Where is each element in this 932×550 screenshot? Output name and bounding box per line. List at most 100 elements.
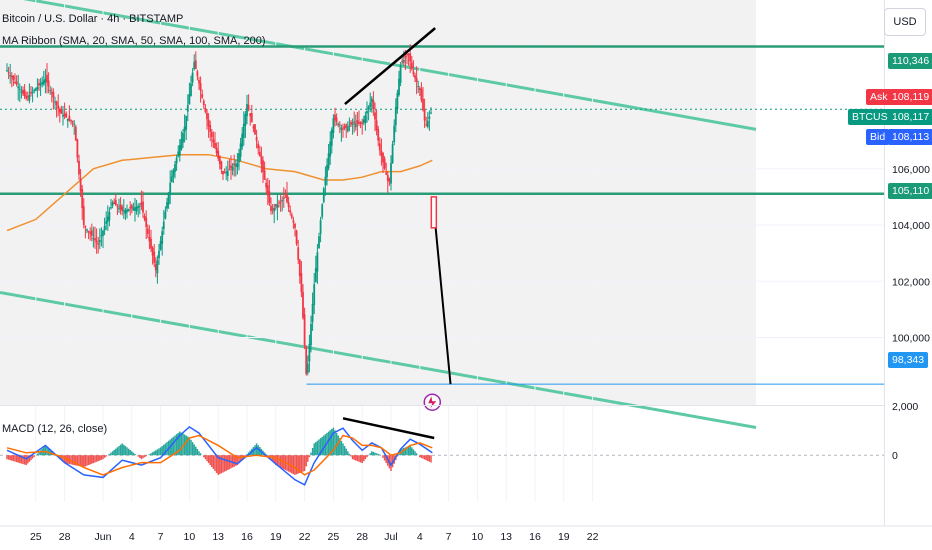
candle-down — [268, 191, 271, 204]
candle-up — [390, 163, 392, 184]
candle-down — [262, 160, 264, 172]
candle-down — [406, 54, 408, 56]
time-tick-label: 13 — [212, 531, 224, 543]
candle-down — [210, 132, 213, 138]
lightning-bolt-icon — [428, 396, 437, 409]
candle-down — [63, 113, 66, 117]
price-axis-border — [884, 0, 885, 526]
candle-down — [214, 142, 216, 148]
ma-ribbon-legend[interactable]: MA Ribbon (SMA, 20, SMA, 50, SMA, 100, S… — [2, 35, 266, 47]
time-tick-label: 28 — [59, 531, 71, 543]
candle-down — [249, 113, 252, 117]
candle-up — [110, 207, 112, 209]
macd-legend[interactable]: MACD (12, 26, close) — [2, 423, 108, 435]
candle-up — [18, 89, 21, 91]
time-tick-label: 28 — [356, 531, 368, 543]
candle-up — [161, 231, 164, 244]
candle-up — [369, 102, 372, 107]
candle-down — [377, 129, 380, 141]
last-price-tag: 108,117 — [888, 109, 932, 125]
candle-up — [106, 216, 109, 222]
currency-button[interactable]: USD — [884, 8, 926, 36]
candle-up — [193, 61, 196, 69]
candle-down — [201, 94, 204, 98]
time-tick-label: Jul — [384, 531, 397, 543]
candle-up — [180, 139, 183, 150]
pane-separator[interactable] — [0, 405, 884, 406]
candle-down — [300, 273, 303, 293]
candle-down — [196, 71, 199, 77]
candle-up — [62, 115, 64, 117]
candle-down — [372, 100, 375, 109]
candle-down — [375, 120, 378, 131]
candle-up — [324, 176, 327, 186]
candle-up — [244, 113, 247, 126]
candle-up — [6, 70, 8, 72]
time-tick-label: 4 — [129, 531, 135, 543]
candle-down — [97, 243, 100, 245]
candle-down — [26, 96, 29, 98]
candle-down — [303, 314, 306, 346]
candle-up — [310, 323, 312, 346]
candle-down — [154, 264, 157, 270]
candle-down — [206, 112, 208, 120]
candle-up — [174, 164, 176, 172]
candle-down — [94, 238, 96, 241]
candle-up — [319, 220, 322, 234]
candle-up — [135, 206, 138, 212]
candle-up — [185, 115, 188, 130]
candle-down — [90, 230, 93, 236]
time-tick-label: Jun — [95, 531, 112, 543]
candle-up — [396, 92, 399, 110]
candle-up — [364, 115, 367, 123]
candle-down — [55, 101, 58, 105]
candle-down — [222, 170, 224, 175]
candle-up — [17, 86, 20, 89]
time-tick-label: 25 — [328, 531, 340, 543]
candle-down — [298, 259, 301, 277]
candle-up — [169, 182, 172, 194]
candle-down — [247, 104, 250, 111]
candle-up — [34, 88, 37, 91]
time-tick-label: 7 — [158, 531, 164, 543]
candle-up — [226, 170, 229, 176]
candle-down — [294, 224, 296, 228]
candle-up — [118, 208, 120, 210]
candle-down — [338, 124, 341, 126]
candle-up — [177, 151, 180, 157]
candle-down — [82, 206, 85, 225]
candle-down — [84, 226, 87, 228]
candle-up — [402, 60, 405, 63]
candle-down — [255, 136, 258, 141]
candle-up — [391, 144, 394, 164]
candle-down — [202, 100, 205, 105]
candle-down — [148, 236, 151, 242]
candle-down — [25, 95, 28, 99]
price-tick-label: 106,000 — [892, 164, 930, 176]
candle-up — [308, 343, 311, 362]
time-tick-label: 19 — [558, 531, 570, 543]
candle-down — [289, 210, 292, 213]
candle-down — [52, 91, 55, 98]
candle-up — [182, 132, 184, 143]
candle-up — [238, 153, 240, 163]
candle-down — [22, 89, 24, 94]
candle-up — [190, 83, 192, 96]
candle-down — [295, 230, 298, 244]
ask-value: 108,119 — [888, 89, 932, 105]
trendline-drawing — [344, 27, 436, 106]
candle-down — [345, 124, 348, 128]
candle-up — [313, 284, 316, 305]
bid-label: Bid — [866, 129, 890, 145]
candle-down — [282, 197, 285, 199]
candle-up — [92, 238, 95, 240]
candle-up — [225, 171, 228, 174]
candle-up — [348, 125, 351, 127]
signal-line — [6, 434, 433, 476]
candle-down — [150, 238, 152, 249]
candle-up — [138, 205, 141, 207]
symbol-title[interactable]: Bitcoin / U.S. Dollar · 4h · BITSTAMP — [2, 13, 184, 25]
candle-down — [233, 163, 236, 166]
